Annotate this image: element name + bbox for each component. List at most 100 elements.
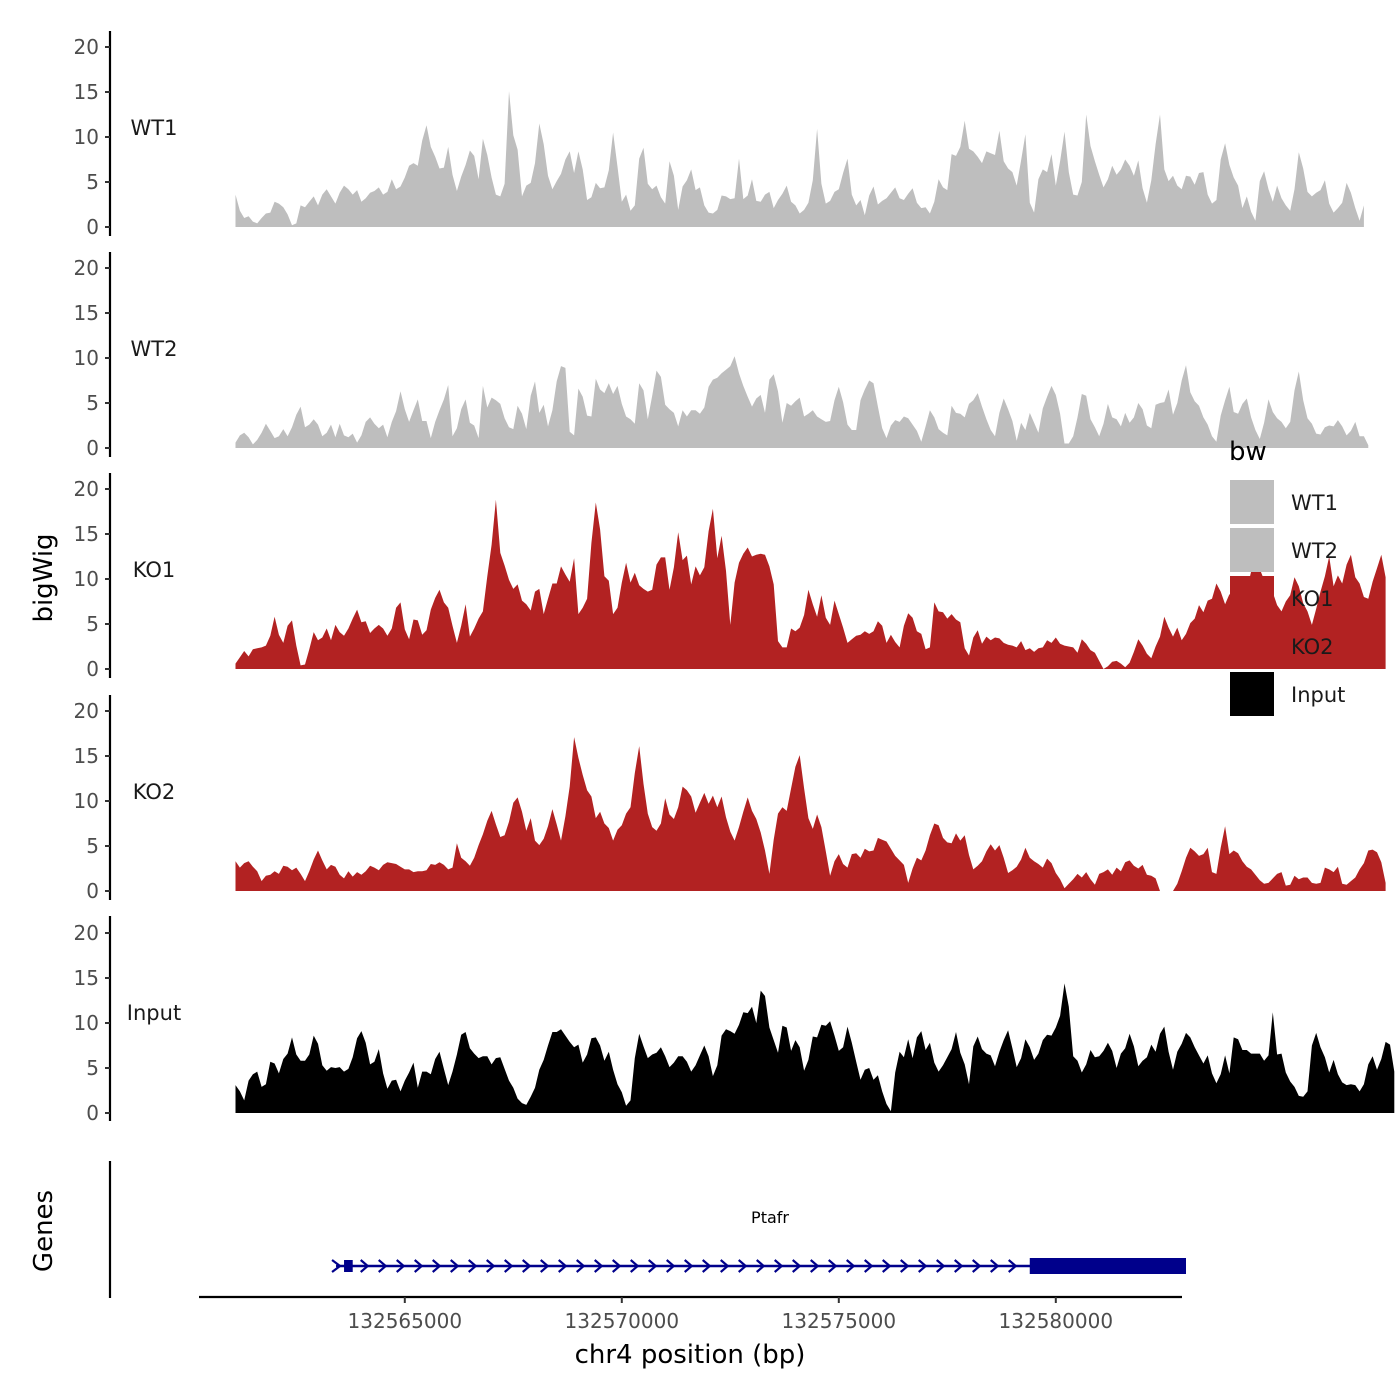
strand-arrow xyxy=(630,1259,640,1273)
exon-utr xyxy=(344,1260,353,1272)
legend-label: KO2 xyxy=(1291,635,1334,659)
y-tick-label: 20 xyxy=(74,699,99,723)
y-tick-label: 10 xyxy=(74,789,99,813)
x-tick-label: 132575000 xyxy=(782,1309,897,1333)
y-tick-label: 15 xyxy=(74,966,99,990)
area-ko2 xyxy=(235,737,1386,891)
strand-arrow xyxy=(666,1259,676,1273)
y-tick-label: 0 xyxy=(86,436,99,460)
strand-arrow xyxy=(594,1259,604,1273)
x-axis: 132565000 132570000 132575000 132580000 xyxy=(199,1295,1182,1333)
y-tick-label: 5 xyxy=(86,170,99,194)
legend-item-ko2: KO2 xyxy=(1230,624,1334,668)
track-label-wt2: WT2 xyxy=(131,337,178,361)
strand-arrow xyxy=(468,1259,478,1273)
y-tick-label: 0 xyxy=(86,1101,99,1125)
gene-ptafr: Ptafr xyxy=(331,1208,1186,1274)
y-axis-title: bigWig xyxy=(29,533,59,622)
legend-item-ko1: KO1 xyxy=(1230,576,1334,620)
y-tick-label: 20 xyxy=(74,35,99,59)
y-tick-label: 15 xyxy=(74,80,99,104)
strand-arrow xyxy=(810,1259,820,1273)
y-tick-label: 10 xyxy=(74,346,99,370)
strand-arrow xyxy=(1008,1259,1018,1273)
legend-item-wt2: WT2 xyxy=(1230,528,1338,572)
strand-arrow xyxy=(558,1259,568,1273)
legend-title: bw xyxy=(1229,437,1267,467)
y-tick-label: 0 xyxy=(86,657,99,681)
strand-arrow xyxy=(396,1259,406,1273)
strand-arrow xyxy=(774,1259,784,1273)
strand-arrow xyxy=(576,1259,586,1273)
area-input xyxy=(235,983,1395,1113)
exon-cds xyxy=(1029,1258,1186,1274)
strand-arrow xyxy=(918,1259,928,1273)
genes-track-title: Genes xyxy=(29,1190,59,1272)
legend-label: KO1 xyxy=(1291,587,1334,611)
y-tick-label: 5 xyxy=(86,391,99,415)
y-tick-label: 15 xyxy=(74,522,99,546)
x-tick-label: 132565000 xyxy=(348,1309,463,1333)
strand-arrow xyxy=(954,1259,964,1273)
track-wt2: 0 5 10 15 20 WT2 xyxy=(74,252,1369,460)
track-input: 0 5 10 15 20 Input xyxy=(74,916,1395,1125)
strand-arrow xyxy=(846,1259,856,1273)
strand-arrow xyxy=(756,1259,766,1273)
y-tick-label: 5 xyxy=(86,834,99,858)
y-tick-label: 20 xyxy=(74,256,99,280)
strand-arrow xyxy=(828,1259,838,1273)
legend-swatch xyxy=(1230,480,1274,524)
gene-label: Ptafr xyxy=(751,1208,789,1227)
track-label-ko2: KO2 xyxy=(133,780,176,804)
strand-arrow xyxy=(990,1259,1000,1273)
y-tick-label: 10 xyxy=(74,567,99,591)
y-tick-label: 10 xyxy=(74,1011,99,1035)
y-tick-label: 5 xyxy=(86,612,99,636)
area-wt2 xyxy=(235,356,1369,448)
x-axis-title: chr4 position (bp) xyxy=(575,1340,806,1370)
strand-arrow xyxy=(450,1259,460,1273)
strand-arrow xyxy=(882,1259,892,1273)
strand-arrow xyxy=(648,1259,658,1273)
strand-arrow xyxy=(738,1259,748,1273)
strand-arrow xyxy=(486,1259,496,1273)
track-wt1: 0 5 10 15 20 WT1 xyxy=(74,31,1364,239)
strand-arrow xyxy=(972,1259,982,1273)
track-ko1: 0 5 10 15 20 KO1 xyxy=(74,473,1386,681)
track-label-input: Input xyxy=(127,1001,181,1025)
strand-arrow xyxy=(504,1259,514,1273)
y-tick-label: 15 xyxy=(74,744,99,768)
strand-arrow xyxy=(612,1259,622,1273)
y-tick-label: 20 xyxy=(74,477,99,501)
area-ko1 xyxy=(235,499,1386,669)
strand-arrow xyxy=(331,1259,342,1273)
track-ko2: 0 5 10 15 20 KO2 xyxy=(74,695,1386,903)
strand-arrow xyxy=(702,1259,712,1273)
strand-arrow xyxy=(540,1259,550,1273)
legend-swatch xyxy=(1230,624,1274,668)
y-tick-label: 0 xyxy=(86,215,99,239)
strand-arrow xyxy=(360,1259,370,1273)
y-tick-label: 10 xyxy=(74,125,99,149)
strand-arrow xyxy=(414,1259,424,1273)
strand-arrow xyxy=(432,1259,442,1273)
legend: bw WT1 WT2 KO1 KO2 Input xyxy=(1229,437,1345,716)
strand-arrow xyxy=(864,1259,874,1273)
legend-swatch xyxy=(1230,576,1274,620)
legend-swatch xyxy=(1230,528,1274,572)
y-tick-label: 0 xyxy=(86,879,99,903)
legend-item-input: Input xyxy=(1230,672,1345,716)
gene-track: Ptafr xyxy=(108,1161,1186,1298)
legend-item-wt1: WT1 xyxy=(1230,480,1338,524)
x-tick-label: 132580000 xyxy=(999,1309,1114,1333)
legend-label: Input xyxy=(1291,683,1345,707)
legend-label: WT2 xyxy=(1291,539,1338,563)
legend-label: WT1 xyxy=(1291,491,1338,515)
tracks-layer: 0 5 10 15 20 WT1 0 5 10 15 20 WT2 0 5 10 15 20 KO1 0 5 10 15 2… xyxy=(74,31,1395,1125)
track-label-wt1: WT1 xyxy=(131,116,178,140)
y-tick-label: 15 xyxy=(74,301,99,325)
y-tick-label: 5 xyxy=(86,1056,99,1080)
strand-arrow xyxy=(522,1259,532,1273)
strand-arrow xyxy=(684,1259,694,1273)
